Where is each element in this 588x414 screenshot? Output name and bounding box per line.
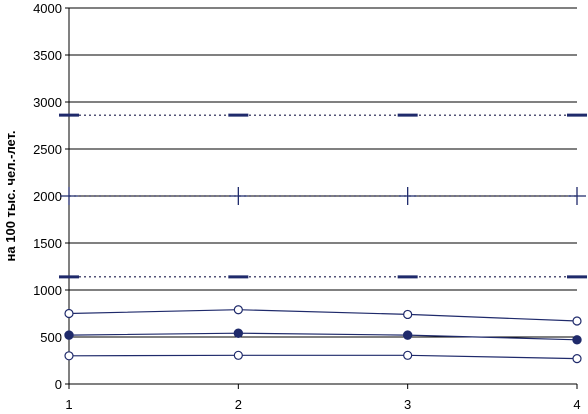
data-point bbox=[233, 305, 243, 315]
data-point bbox=[64, 330, 74, 340]
x-tick-label: 3 bbox=[404, 397, 411, 412]
data-point bbox=[403, 309, 413, 320]
x-tick-label: 4 bbox=[573, 397, 580, 412]
y-tick-label: 3000 bbox=[33, 95, 62, 110]
y-tick-label: 3500 bbox=[33, 48, 62, 63]
series-4 bbox=[64, 305, 582, 326]
data-point bbox=[64, 351, 74, 361]
data-point bbox=[572, 335, 582, 345]
series bbox=[59, 113, 587, 364]
series-5 bbox=[64, 328, 582, 345]
x-tick-label: 1 bbox=[65, 397, 72, 412]
series-line bbox=[68, 332, 578, 341]
y-tick-label: 4000 bbox=[33, 1, 62, 16]
data-point bbox=[402, 330, 413, 340]
y-tick-label: 1500 bbox=[33, 236, 62, 251]
y-tick-label: 2000 bbox=[33, 189, 62, 204]
x-tick-label: 2 bbox=[235, 397, 242, 412]
data-point bbox=[229, 187, 248, 205]
data-point bbox=[572, 316, 582, 326]
series-line bbox=[68, 309, 578, 322]
gridlines bbox=[69, 7, 577, 338]
data-point bbox=[64, 308, 74, 319]
y-tick-label: 0 bbox=[55, 377, 62, 392]
series-2 bbox=[60, 187, 586, 205]
data-point bbox=[572, 354, 582, 364]
y-tick-labels: 0 500 1000 1500 2000 2500 3000 3500 4000 bbox=[33, 1, 69, 392]
data-point bbox=[398, 187, 417, 205]
data-point bbox=[233, 350, 243, 360]
data-point bbox=[403, 350, 413, 360]
x-tick-labels: 1 2 3 4 bbox=[65, 384, 581, 412]
series-6 bbox=[64, 350, 582, 364]
y-tick-label: 2500 bbox=[33, 142, 62, 157]
y-axis-label: на 100 тыс. чел.-лет. bbox=[3, 131, 18, 262]
y-tick-label: 500 bbox=[40, 330, 62, 345]
data-point bbox=[60, 187, 78, 205]
y-tick-label: 1000 bbox=[33, 283, 62, 298]
data-point bbox=[568, 187, 586, 205]
data-point bbox=[233, 328, 244, 338]
series-line bbox=[68, 354, 578, 360]
